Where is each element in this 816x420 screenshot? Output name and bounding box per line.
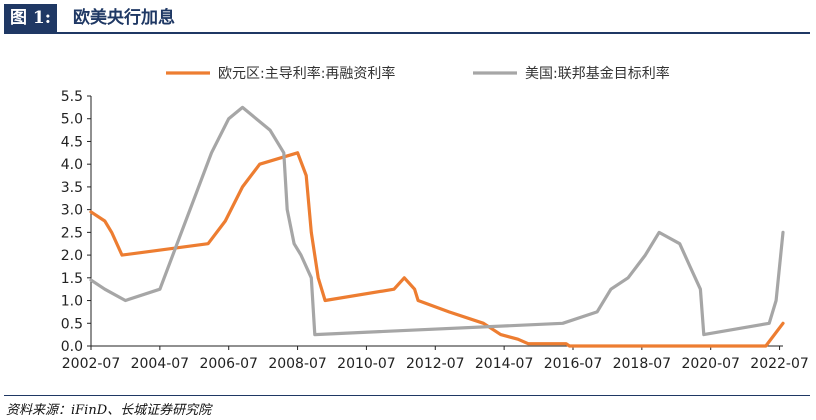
y-tick-label: 1.0 bbox=[61, 294, 83, 310]
x-tick-label: 2014-07 bbox=[475, 356, 534, 372]
footer-rule bbox=[4, 395, 810, 396]
y-tick-label: 2.0 bbox=[61, 248, 83, 264]
chart-legend: 欧元区:主导利率:再融资利率 美国:联邦基金目标利率 bbox=[166, 65, 670, 82]
x-tick-label: 2006-07 bbox=[199, 356, 258, 372]
legend-label: 欧元区:主导利率:再融资利率 bbox=[218, 65, 395, 82]
x-tick-label: 2010-07 bbox=[337, 356, 396, 372]
x-tick-label: 2004-07 bbox=[131, 356, 190, 372]
x-tick-label: 2020-07 bbox=[681, 356, 740, 372]
x-tick-label: 2018-07 bbox=[613, 356, 672, 372]
legend-label: 美国:联邦基金目标利率 bbox=[525, 65, 670, 82]
figure-label: 图 1: bbox=[4, 4, 58, 32]
y-tick-label: 4.0 bbox=[61, 157, 83, 173]
y-tick-label: 0.5 bbox=[61, 316, 83, 332]
figure-header: 图 1: 欧美央行加息 bbox=[0, 0, 816, 36]
y-tick-label: 0.0 bbox=[61, 339, 83, 355]
y-tick-label: 3.5 bbox=[61, 180, 83, 196]
y-tick-label: 3.0 bbox=[61, 203, 83, 219]
y-tick-label: 5.0 bbox=[61, 112, 83, 128]
y-tick-label: 5.5 bbox=[61, 89, 83, 105]
y-tick-label: 1.5 bbox=[61, 271, 83, 287]
x-tick-label: 2016-07 bbox=[544, 356, 603, 372]
chart-axes: 0.0 0.5 1.0 1.5 2.0 2.5 3.0 3.5 4.0 4.5 5.0 5.5 2002… bbox=[61, 89, 809, 372]
x-tick-label: 2022-07 bbox=[750, 356, 809, 372]
header-rule bbox=[4, 32, 810, 34]
x-tick-label: 2008-07 bbox=[268, 356, 327, 372]
source-note: 资料来源：iFinD、长城证券研究院 bbox=[6, 403, 212, 418]
figure-title: 欧美央行加息 bbox=[73, 8, 175, 28]
fed-funds-rate-line bbox=[89, 105, 785, 337]
y-tick-label: 4.5 bbox=[61, 134, 83, 150]
ecb-refi-rate-line bbox=[89, 151, 785, 348]
x-tick-label: 2002-07 bbox=[62, 356, 121, 372]
y-tick-label: 2.5 bbox=[61, 225, 83, 241]
chart-lines bbox=[89, 105, 785, 348]
x-tick-label: 2012-07 bbox=[406, 356, 465, 372]
